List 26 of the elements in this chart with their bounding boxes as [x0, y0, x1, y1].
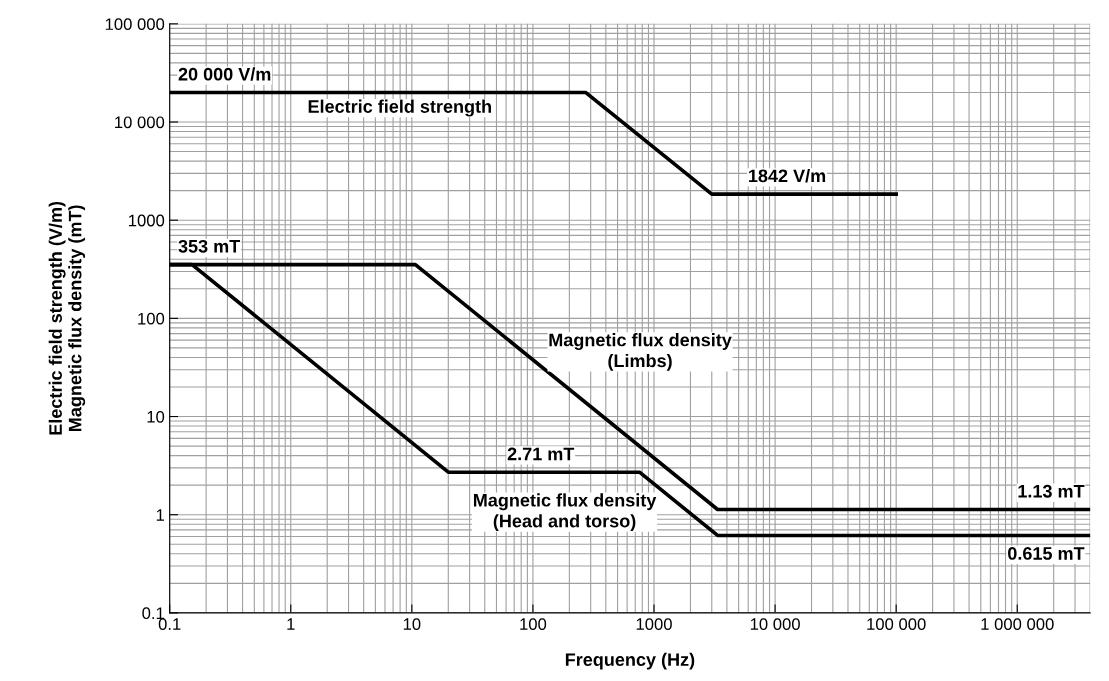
- annotation: 2.71 mT: [507, 447, 575, 461]
- y-tick-label: 1000: [129, 214, 165, 227]
- x-tick-label: 100 000: [867, 618, 926, 630]
- y-axis-title: Electric field strength (V/m) Magnetic flux density (mT): [48, 201, 86, 435]
- y-tick-label: 1: [156, 509, 164, 521]
- series-label: Magnetic flux density (Limbs): [549, 333, 732, 371]
- series-label: Electric field strength: [308, 99, 491, 117]
- y-tick-label: 100 000: [105, 18, 165, 31]
- x-axis-title: Frequency (Hz): [565, 652, 695, 670]
- y-tick-label: 0.1: [142, 607, 164, 620]
- x-tick-label: 10: [403, 618, 421, 630]
- y-tick-label: 10 000: [115, 116, 165, 129]
- x-tick-label: 1000: [636, 618, 672, 630]
- x-tick-label: 1: [287, 618, 295, 630]
- y-tick-label: 10: [147, 410, 165, 423]
- annotation: 1842 V/m: [749, 168, 826, 183]
- x-tick-label: 10 000: [750, 618, 800, 630]
- annotation: 0.615 mT: [1008, 547, 1085, 560]
- annotation: 20 000 V/m: [178, 67, 271, 81]
- y-tick-label: 100: [138, 312, 165, 325]
- series-label: Magnetic flux density (Head and torso): [473, 493, 657, 531]
- annotation: 353 mT: [178, 239, 241, 253]
- x-tick-label: 0.1: [158, 618, 181, 630]
- x-tick-label: 1 000 000: [981, 618, 1054, 630]
- annotation: 1.13 mT: [1018, 484, 1085, 498]
- x-tick-label: 100: [520, 618, 547, 630]
